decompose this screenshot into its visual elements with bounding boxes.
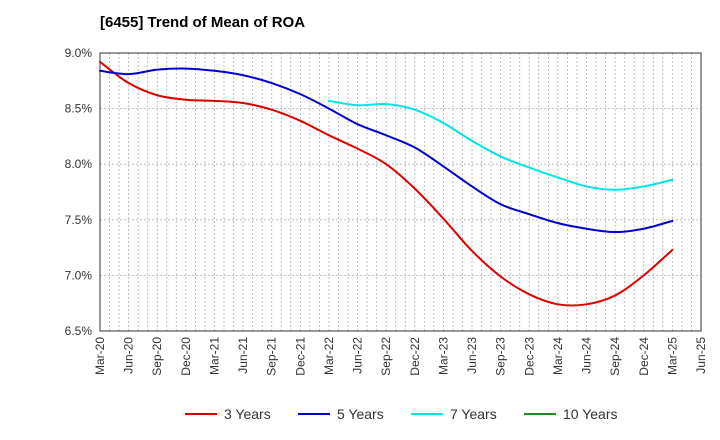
x-tick-label: Mar-22 (322, 337, 336, 375)
x-tick-label: Mar-24 (551, 337, 565, 375)
x-tick-label: Jun-20 (122, 337, 136, 374)
x-tick-label: Mar-23 (436, 337, 450, 375)
series-line-3-years (99, 60, 674, 307)
x-tick-label: Sep-23 (494, 337, 508, 376)
x-tick-label: Dec-23 (522, 337, 536, 376)
x-tick-label: Jun-21 (236, 337, 250, 374)
x-tick-label: Dec-24 (637, 337, 651, 376)
x-tick-label: Dec-20 (179, 337, 193, 376)
x-tick-label: Sep-24 (608, 337, 622, 376)
y-tick-label: 9.0% (65, 46, 93, 60)
x-tick-label: Jun-24 (580, 337, 594, 374)
x-tick-label: Jun-22 (351, 337, 365, 374)
x-tick-label: Mar-20 (93, 337, 107, 375)
chart-title: [6455] Trend of Mean of ROA (100, 14, 306, 31)
x-tick-label: Mar-21 (207, 337, 221, 375)
legend-label-10-years: 10 Years (563, 406, 618, 422)
y-tick-label: 7.0% (65, 268, 93, 282)
series-line-7-years (327, 99, 674, 191)
series-line-5-years (99, 67, 674, 234)
legend-label-5-years: 5 Years (337, 406, 384, 422)
x-tick-label: Dec-21 (293, 337, 307, 376)
x-tick-label: Mar-25 (665, 337, 679, 375)
legend-label-7-years: 7 Years (450, 406, 497, 422)
legend-label-3-years: 3 Years (224, 406, 271, 422)
x-tick-label: Jun-25 (694, 337, 708, 374)
x-tick-label: Dec-22 (408, 337, 422, 376)
x-tick-label: Sep-21 (265, 337, 279, 376)
x-tick-label: Sep-22 (379, 337, 393, 376)
plot-area (100, 53, 701, 331)
y-tick-label: 6.5% (65, 324, 93, 338)
x-tick-label: Sep-20 (150, 337, 164, 376)
plot-border (99, 52, 702, 332)
y-tick-label: 8.0% (65, 157, 93, 171)
y-tick-label: 8.5% (65, 102, 93, 116)
y-tick-label: 7.5% (65, 213, 93, 227)
x-tick-label: Jun-23 (465, 337, 479, 374)
